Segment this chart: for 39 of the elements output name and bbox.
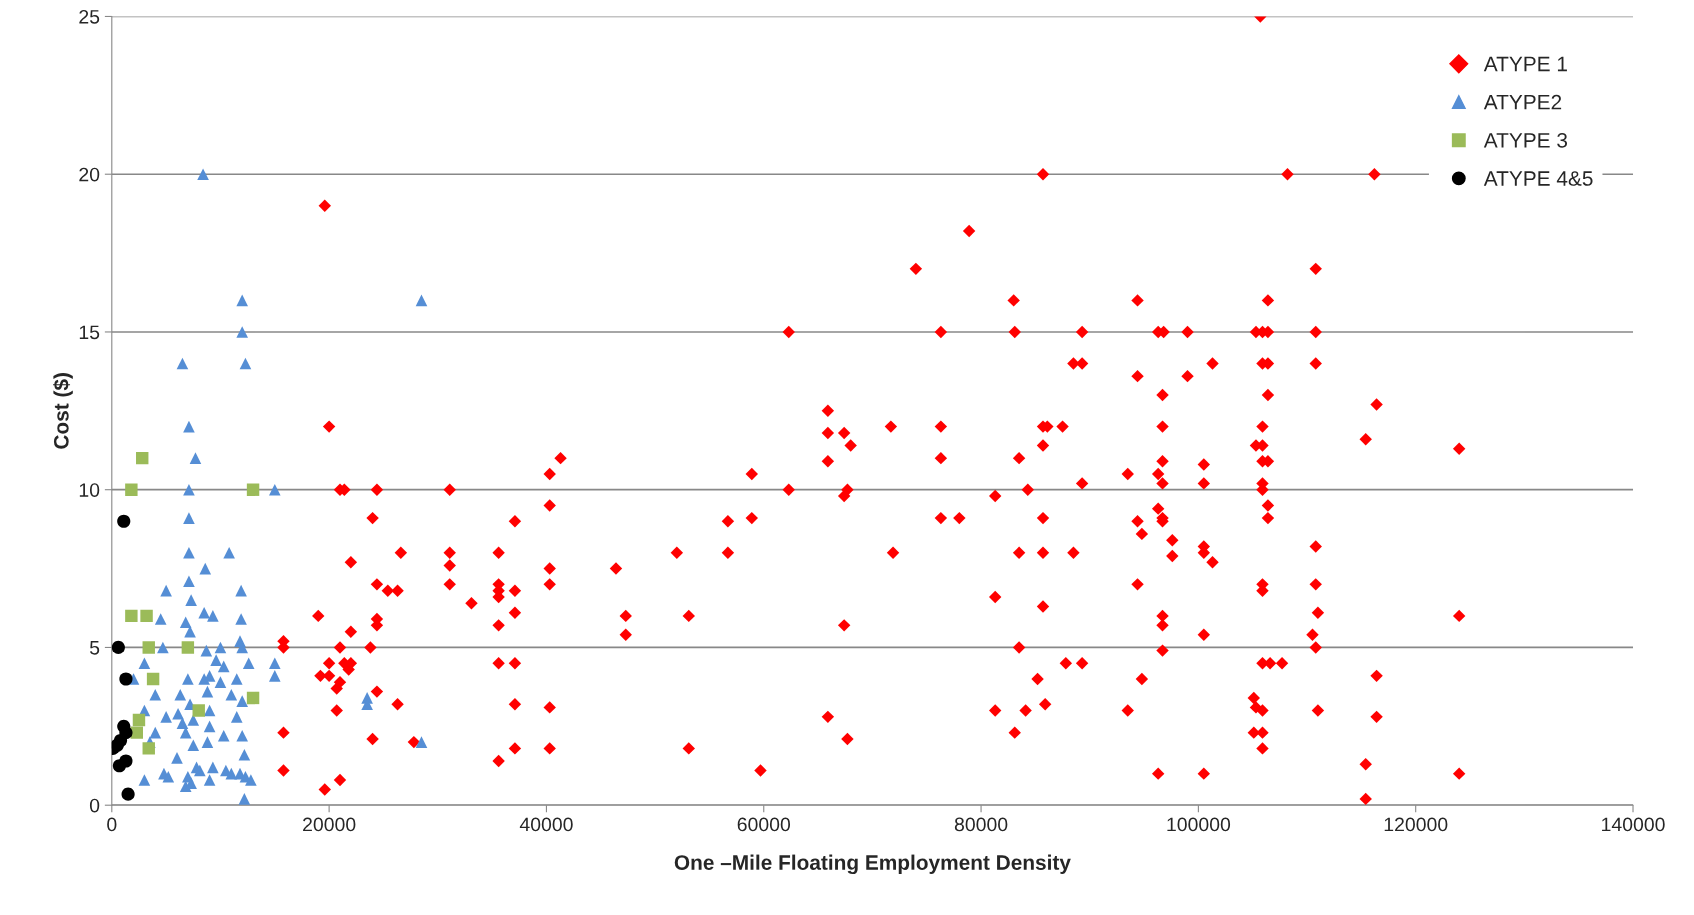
point xyxy=(246,483,260,496)
point xyxy=(125,609,138,623)
point xyxy=(146,672,160,686)
x-tick-label: 40000 xyxy=(519,817,573,832)
point xyxy=(111,738,124,752)
point xyxy=(119,672,133,686)
y-tick-label: 0 xyxy=(89,798,100,813)
point xyxy=(121,787,135,801)
y-tick-label: 15 xyxy=(79,325,100,340)
y-tick-label: 25 xyxy=(79,9,100,24)
legend-label: ATYPE 4&5 xyxy=(1483,171,1593,186)
point xyxy=(125,483,138,496)
point xyxy=(246,691,260,705)
legend-label: ATYPE2 xyxy=(1483,94,1562,110)
x-tick-label: 20000 xyxy=(303,817,356,832)
point xyxy=(117,514,131,528)
legend-label: ATYPE 1 xyxy=(1483,56,1567,72)
x-tick-label: 80000 xyxy=(954,817,1008,832)
point xyxy=(136,451,149,465)
point xyxy=(111,640,125,655)
point xyxy=(181,641,195,654)
legend-label: ATYPE 3 xyxy=(1483,132,1568,148)
x-tick-label: 140000 xyxy=(1602,817,1665,832)
point xyxy=(119,754,133,768)
x-tick-label: 100000 xyxy=(1167,817,1231,832)
y-tick-label: 20 xyxy=(79,167,100,182)
x-tick-label: 0 xyxy=(107,817,117,832)
point xyxy=(140,609,153,623)
point xyxy=(142,742,155,755)
y-tick-label: 5 xyxy=(89,641,100,655)
x-tick-label: 120000 xyxy=(1384,817,1448,832)
y-axis-title: Cost ($) xyxy=(53,373,73,449)
x-axis-title: One –Mile Floating Employment Density xyxy=(674,854,1071,875)
point xyxy=(142,641,155,654)
y-tick-label: 10 xyxy=(79,483,100,497)
x-tick-label: 60000 xyxy=(737,817,791,832)
point xyxy=(132,713,146,727)
point xyxy=(130,726,144,739)
point xyxy=(192,704,205,717)
